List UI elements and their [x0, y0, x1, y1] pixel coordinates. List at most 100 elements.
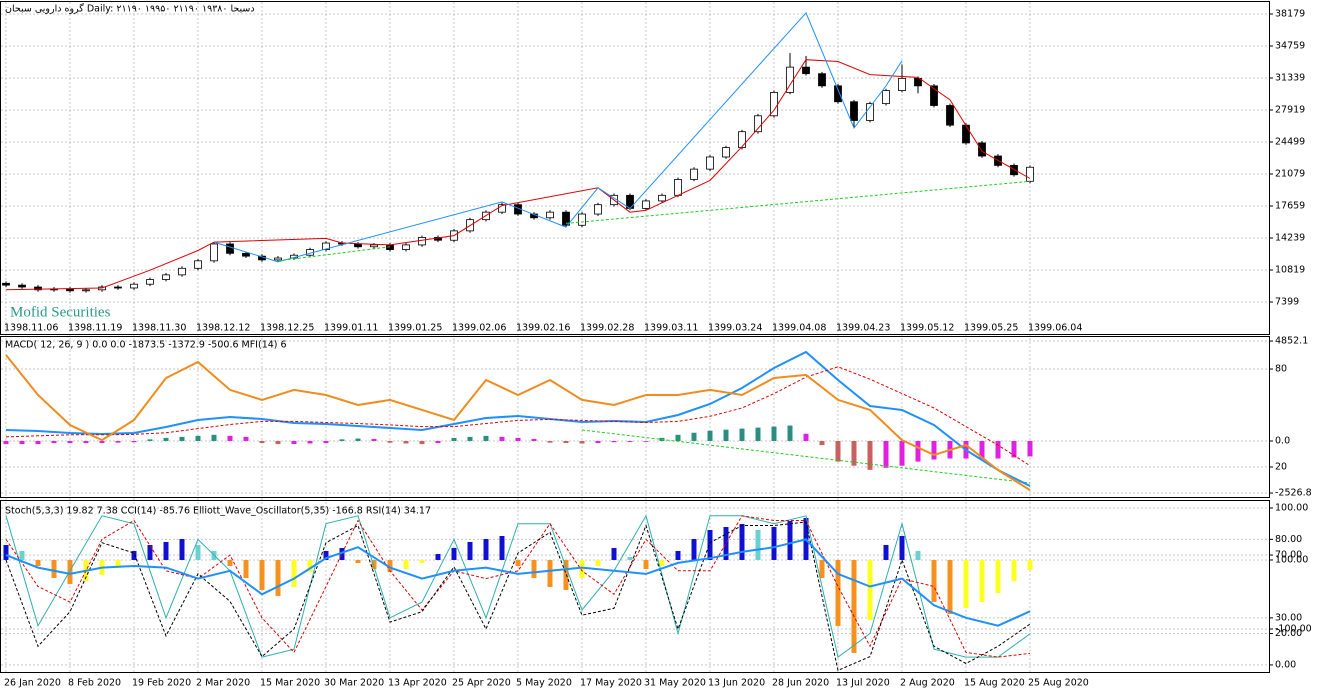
- histogram-bar: [579, 559, 585, 578]
- x-tick-label: 1399.05.12: [900, 323, 954, 334]
- histogram-bar: [387, 559, 393, 572]
- x-tick-label: 1398.11.30: [132, 323, 186, 334]
- y-tick-label: 4852.1: [1275, 336, 1308, 347]
- histogram-bar: [163, 437, 169, 441]
- histogram-bar: [83, 440, 89, 444]
- y-tick-label: 27919: [1275, 105, 1305, 116]
- y-tick-label: 14239: [1275, 232, 1305, 243]
- x-tick-label: 1399.01.25: [388, 323, 442, 334]
- histogram-bar: [707, 530, 713, 560]
- candle-body: [578, 213, 586, 226]
- histogram-bar: [227, 559, 233, 566]
- y-tick-label: 31339: [1275, 73, 1305, 84]
- indicator-line: [5, 515, 1031, 658]
- histogram-bar: [707, 430, 713, 441]
- x-tick-label: 8 Feb 2020: [68, 678, 121, 689]
- x-tick-label: 30 Mar 2020: [324, 678, 384, 689]
- histogram-bar: [3, 544, 9, 560]
- histogram-bar: [67, 440, 73, 444]
- x-tick-label: 26 Jan 2020: [4, 678, 61, 689]
- histogram-bar: [627, 440, 633, 443]
- histogram-bar: [755, 427, 761, 441]
- histogram-bar: [339, 439, 345, 441]
- histogram-bar: [739, 524, 745, 560]
- histogram-bar: [547, 559, 553, 587]
- x-tick-label: 13 Jun 2020: [708, 678, 765, 689]
- marks-layer: [2, 11, 1034, 672]
- histogram-bar: [595, 559, 601, 566]
- histogram-bar: [915, 440, 921, 462]
- histogram-bar: [899, 440, 905, 466]
- indicator-line: [5, 521, 1031, 672]
- grid-layer: [1, 2, 1273, 672]
- histogram-bar: [467, 541, 473, 560]
- candle-body: [354, 243, 362, 248]
- histogram-bar: [787, 425, 793, 441]
- y-tick-label: 100.00: [1275, 554, 1308, 565]
- histogram-bar: [979, 440, 985, 459]
- candle-body: [2, 282, 10, 286]
- histogram-bar: [323, 550, 329, 560]
- candle-body: [882, 90, 890, 105]
- candle-body: [834, 85, 842, 103]
- histogram-bar: [851, 559, 857, 653]
- histogram-bar: [291, 559, 297, 587]
- candle-body: [226, 243, 234, 254]
- x-tick-label: 15 Mar 2020: [260, 678, 320, 689]
- histogram-bar: [515, 559, 521, 566]
- histogram-bar: [1027, 440, 1033, 457]
- x-tick-label: 2 Mar 2020: [196, 678, 250, 689]
- histogram-bar: [67, 559, 73, 584]
- x-tick-label: 25 Aug 2020: [1028, 678, 1089, 689]
- histogram-bar: [307, 440, 313, 444]
- histogram-bar: [291, 440, 297, 445]
- histogram-bar: [147, 544, 153, 560]
- y-tick-label: 20: [1275, 462, 1287, 473]
- histogram-bar: [531, 438, 537, 441]
- indicator-line: [5, 350, 1031, 487]
- candle-body: [738, 131, 746, 149]
- x-tick-label: 1398.11.06: [4, 323, 58, 334]
- histogram-bar: [947, 559, 953, 614]
- candle-body: [274, 257, 282, 261]
- candle-body: [114, 286, 122, 289]
- candle-body: [66, 288, 74, 292]
- x-tick-label: 19 Feb 2020: [132, 678, 191, 689]
- price-panel-frame: [0, 1, 1270, 335]
- histogram-bar: [435, 440, 441, 444]
- histogram-bar: [323, 440, 329, 444]
- histogram-bar: [723, 527, 729, 560]
- y-tick-label: 80.00: [1275, 534, 1302, 545]
- histogram-bar: [371, 438, 377, 441]
- x-tick-label: 1398.12.25: [260, 323, 314, 334]
- x-tick-label: 5 May 2020: [516, 678, 572, 689]
- histogram-bar: [611, 547, 617, 560]
- x-tick-label: 17 May 2020: [580, 678, 642, 689]
- candle-body: [754, 115, 762, 133]
- histogram-bar: [867, 559, 873, 620]
- y-tick-label: 70.00: [1275, 550, 1302, 561]
- histogram-bar: [755, 530, 761, 560]
- y-tick-label: 7399: [1275, 296, 1299, 307]
- histogram-bar: [387, 440, 393, 443]
- overlay-line: [581, 429, 1031, 484]
- x-tick-label: 1399.03.24: [708, 323, 762, 334]
- histogram-bar: [979, 559, 985, 602]
- candle-body: [642, 200, 650, 209]
- candle-body: [370, 244, 378, 248]
- candle-body: [962, 124, 970, 144]
- candle-body: [914, 77, 922, 87]
- histogram-bar: [355, 438, 361, 441]
- histogram-bar: [275, 440, 281, 445]
- indicator-line: [5, 366, 1031, 467]
- histogram-bar: [147, 439, 153, 441]
- histogram-bar: [435, 553, 441, 560]
- y-tick-label: 0.0: [1275, 435, 1290, 446]
- histogram-bar: [867, 440, 873, 470]
- watermark: Mofid Securities: [10, 304, 111, 320]
- histogram-bar: [787, 521, 793, 560]
- histogram-bar: [211, 434, 217, 441]
- histogram-bar: [883, 440, 889, 468]
- histogram-bar: [179, 436, 185, 441]
